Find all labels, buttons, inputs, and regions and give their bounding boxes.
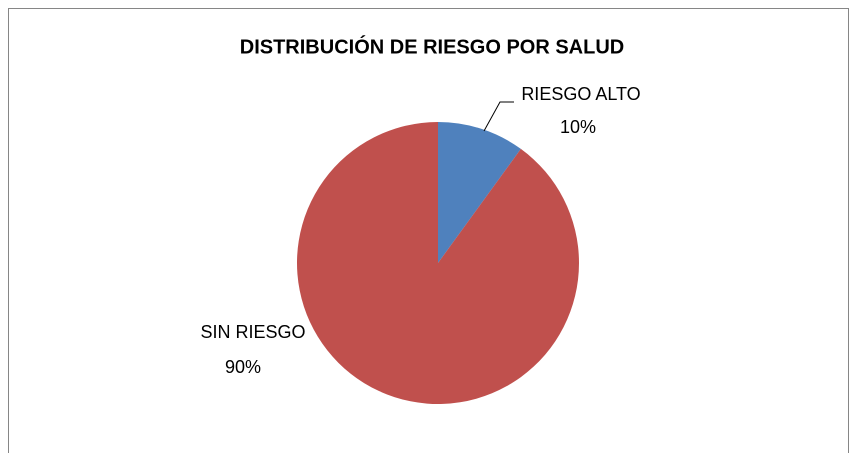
pie [297, 122, 579, 404]
pie-slice [438, 122, 521, 263]
value-label: 90% [225, 357, 261, 377]
value-label: 10% [560, 117, 596, 137]
category-label: SIN RIESGO [200, 322, 305, 342]
category-label: RIESGO ALTO [521, 84, 640, 104]
pie-slice [297, 122, 579, 404]
leader-line [483, 101, 514, 132]
chart-title: DISTRIBUCIÓN DE RIESGO POR SALUD [240, 34, 624, 58]
